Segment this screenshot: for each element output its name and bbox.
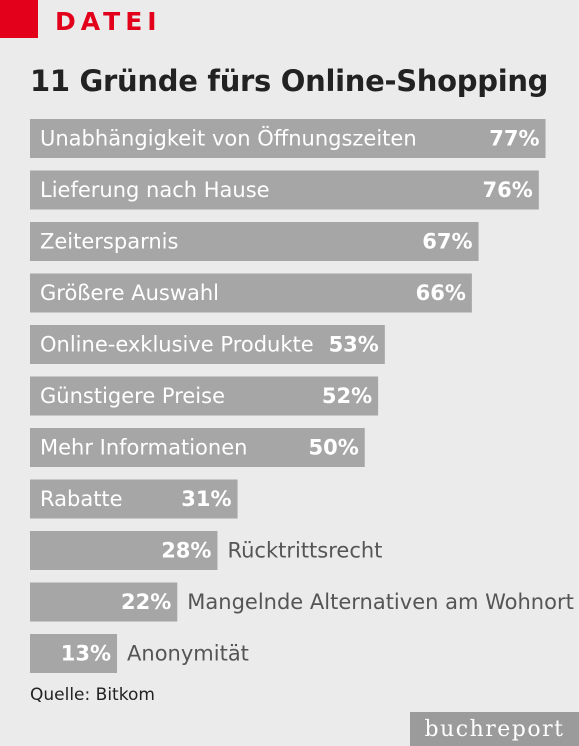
bar-value-label: 67% [422, 230, 472, 254]
bar-value-label: 53% [329, 333, 379, 357]
brand-logo: buchreport [410, 712, 579, 746]
bar [30, 273, 472, 313]
bar-value-label: 13% [61, 642, 111, 666]
bar-value-label: 22% [121, 590, 171, 614]
bar-value-label: 31% [181, 487, 231, 511]
chart-title: 11 Gründe fürs Online-Shopping [30, 64, 549, 98]
bar-value-label: 50% [308, 436, 358, 460]
bar [30, 119, 546, 158]
bar-category-label: Zeitersparnis [40, 230, 178, 254]
bar-value-label: 66% [416, 281, 466, 305]
bar-category-label: Mehr Informationen [40, 436, 247, 460]
brand-red-square [0, 0, 38, 38]
bar [30, 376, 379, 416]
bar [30, 634, 118, 673]
bar-category-label: Anonymität [127, 642, 249, 666]
bar-category-label: Größere Auswahl [40, 281, 219, 305]
bar-category-label: Unabhängigkeit von Öffnungszeiten [40, 126, 417, 151]
bar [30, 325, 385, 364]
bar-value-label: 76% [483, 178, 533, 202]
section-label: DATEI [55, 7, 162, 36]
source-note: Quelle: Bitkom [30, 685, 155, 705]
bar [30, 531, 218, 570]
bar-category-label: Günstigere Preise [40, 384, 225, 408]
bar [30, 428, 365, 467]
bar [30, 170, 539, 210]
bar-value-label: 52% [322, 384, 372, 408]
bar-category-label: Lieferung nach Hause [40, 178, 270, 202]
bar-value-label: 77% [489, 127, 539, 151]
bar [30, 479, 238, 519]
bar-category-label: Online-exklusive Produkte [40, 333, 314, 357]
bar [30, 582, 178, 622]
bar-category-label: Rabatte [40, 487, 123, 511]
bar-category-label: Mangelnde Alternativen am Wohnort [187, 590, 574, 614]
bar [30, 222, 479, 261]
bar-category-label: Rücktrittsrecht [227, 539, 382, 563]
bar-value-label: 28% [161, 539, 211, 563]
